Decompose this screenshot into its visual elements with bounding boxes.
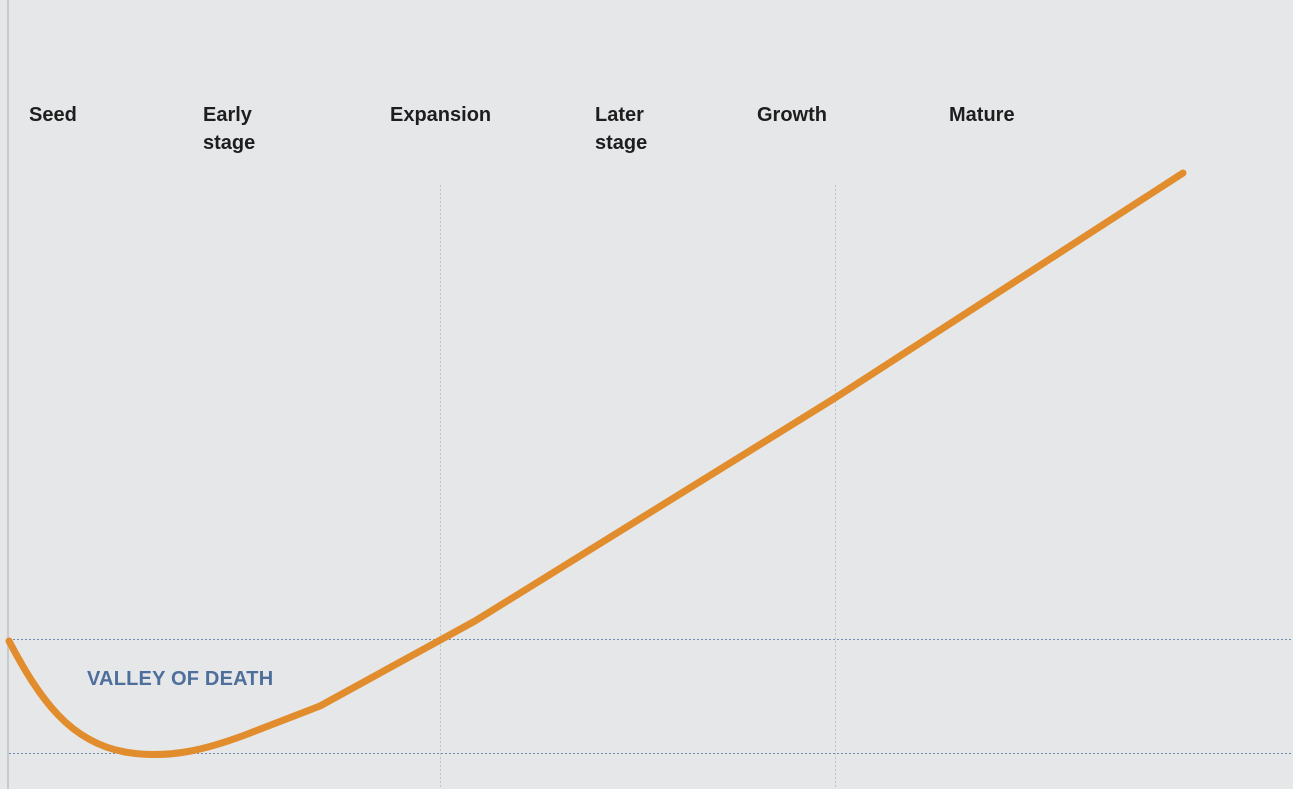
stage-label-seed: Seed: [29, 104, 77, 126]
stage-label-later-stage: Later stage: [595, 104, 648, 154]
stage-label-early-stage: Early stage: [203, 104, 256, 154]
stage-label-expansion: Expansion: [390, 104, 492, 126]
stage-label-mature: Mature: [949, 104, 1015, 126]
valley-of-death-label: VALLEY OF DEATH: [87, 668, 274, 690]
y-axis-line: [7, 0, 9, 789]
growth-curve-line: [5, 169, 1187, 759]
stage-label-growth: Growth: [757, 104, 827, 126]
